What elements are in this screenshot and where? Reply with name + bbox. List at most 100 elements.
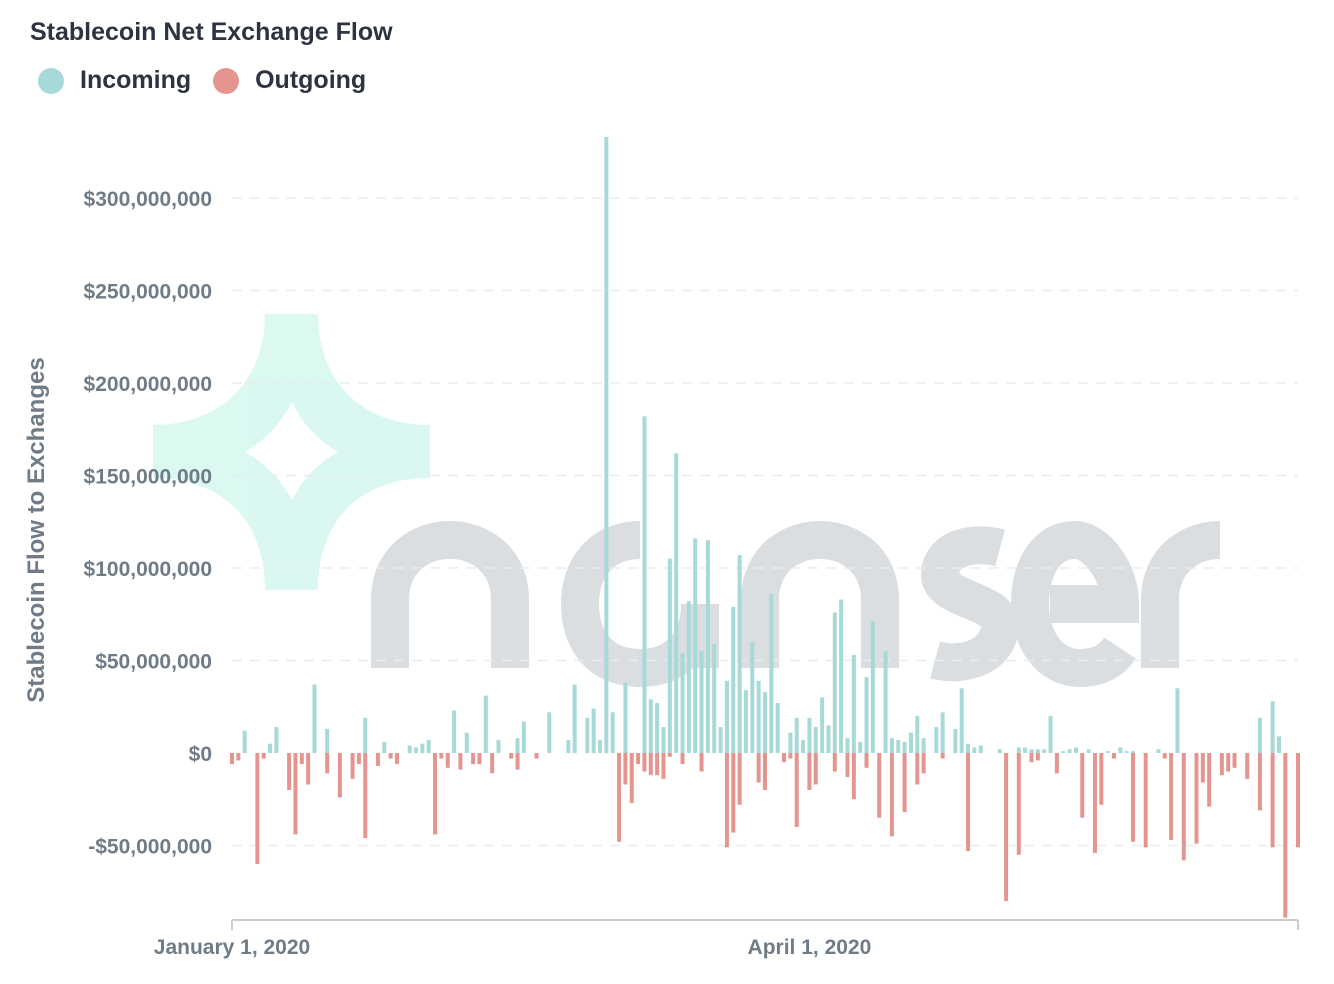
incoming-bar[interactable] — [382, 741, 387, 753]
outgoing-bar[interactable] — [724, 753, 729, 848]
outgoing-bar[interactable] — [230, 753, 234, 765]
outgoing-bar[interactable] — [794, 753, 799, 827]
incoming-bar[interactable] — [521, 721, 526, 753]
incoming-bar[interactable] — [572, 684, 577, 753]
outgoing-bar[interactable] — [337, 753, 342, 798]
outgoing-bar[interactable] — [433, 753, 438, 835]
incoming-bar[interactable] — [1073, 747, 1078, 753]
outgoing-bar[interactable] — [236, 753, 241, 761]
incoming-bar[interactable] — [839, 599, 844, 753]
legend-item-outgoing[interactable]: Outgoing — [213, 66, 366, 95]
incoming-bar[interactable] — [242, 730, 247, 753]
incoming-bar[interactable] — [655, 703, 660, 753]
outgoing-bar[interactable] — [940, 753, 945, 759]
outgoing-bar[interactable] — [617, 753, 622, 842]
incoming-bar[interactable] — [1042, 749, 1047, 753]
outgoing-bar[interactable] — [788, 753, 793, 759]
incoming-bar[interactable] — [908, 732, 913, 753]
incoming-bar[interactable] — [591, 708, 596, 753]
outgoing-bar[interactable] — [534, 753, 539, 759]
outgoing-bar[interactable] — [1035, 753, 1040, 761]
outgoing-bar[interactable] — [1111, 753, 1116, 759]
incoming-bar[interactable] — [623, 682, 628, 753]
incoming-bar[interactable] — [756, 680, 761, 753]
outgoing-bar[interactable] — [375, 753, 380, 766]
incoming-bar[interactable] — [604, 136, 609, 753]
incoming-bar[interactable] — [1029, 749, 1034, 753]
incoming-bar[interactable] — [1035, 749, 1040, 753]
incoming-bar[interactable] — [705, 540, 710, 753]
incoming-bar[interactable] — [274, 727, 279, 753]
outgoing-bar[interactable] — [756, 753, 761, 783]
outgoing-bar[interactable] — [458, 753, 463, 770]
incoming-bar[interactable] — [464, 732, 469, 753]
outgoing-bar[interactable] — [832, 753, 837, 772]
incoming-bar[interactable] — [1270, 701, 1275, 753]
outgoing-bar[interactable] — [293, 753, 298, 835]
incoming-bar[interactable] — [775, 703, 780, 753]
outgoing-bar[interactable] — [782, 753, 787, 763]
incoming-bar[interactable] — [515, 738, 520, 753]
outgoing-bar[interactable] — [921, 753, 926, 774]
outgoing-bar[interactable] — [889, 753, 894, 837]
outgoing-bar[interactable] — [623, 753, 628, 785]
outgoing-bar[interactable] — [1296, 753, 1300, 848]
incoming-bar[interactable] — [724, 680, 729, 753]
incoming-bar[interactable] — [693, 538, 698, 753]
incoming-bar[interactable] — [889, 738, 894, 753]
incoming-bar[interactable] — [832, 612, 837, 753]
outgoing-bar[interactable] — [737, 753, 742, 805]
outgoing-bar[interactable] — [864, 753, 869, 768]
incoming-bar[interactable] — [966, 743, 971, 753]
incoming-bar[interactable] — [1257, 717, 1262, 753]
outgoing-bar[interactable] — [1207, 753, 1212, 807]
incoming-bar[interactable] — [1276, 736, 1281, 753]
outgoing-bar[interactable] — [325, 753, 330, 774]
incoming-bar[interactable] — [1067, 749, 1072, 753]
incoming-bar[interactable] — [997, 749, 1002, 753]
outgoing-bar[interactable] — [731, 753, 736, 833]
outgoing-bar[interactable] — [1181, 753, 1186, 861]
outgoing-bar[interactable] — [629, 753, 634, 803]
outgoing-bar[interactable] — [477, 753, 482, 765]
outgoing-bar[interactable] — [845, 753, 850, 778]
outgoing-bar[interactable] — [471, 753, 476, 765]
outgoing-bar[interactable] — [1283, 753, 1288, 918]
incoming-bar[interactable] — [858, 741, 863, 753]
outgoing-bar[interactable] — [356, 753, 361, 765]
incoming-bar[interactable] — [1131, 751, 1136, 753]
outgoing-bar[interactable] — [807, 753, 812, 790]
outgoing-bar[interactable] — [439, 753, 444, 759]
outgoing-bar[interactable] — [445, 753, 450, 768]
outgoing-bar[interactable] — [851, 753, 856, 800]
incoming-bar[interactable] — [801, 740, 806, 753]
incoming-bar[interactable] — [325, 728, 330, 753]
outgoing-bar[interactable] — [667, 753, 672, 757]
outgoing-bar[interactable] — [763, 753, 767, 790]
outgoing-bar[interactable] — [655, 753, 660, 776]
outgoing-bar[interactable] — [1131, 753, 1136, 842]
incoming-bar[interactable] — [363, 717, 368, 753]
outgoing-bar[interactable] — [661, 753, 666, 779]
incoming-bar[interactable] — [718, 727, 723, 753]
incoming-bar[interactable] — [712, 643, 717, 753]
incoming-bar[interactable] — [870, 621, 875, 753]
incoming-bar[interactable] — [496, 740, 501, 753]
incoming-bar[interactable] — [826, 725, 831, 753]
outgoing-bar[interactable] — [1169, 753, 1174, 840]
outgoing-bar[interactable] — [877, 753, 882, 818]
outgoing-bar[interactable] — [1143, 753, 1148, 848]
incoming-bar[interactable] — [1086, 749, 1091, 753]
outgoing-bar[interactable] — [1092, 753, 1097, 853]
outgoing-bar[interactable] — [966, 753, 971, 852]
outgoing-bar[interactable] — [1257, 753, 1262, 811]
incoming-bar[interactable] — [851, 654, 856, 753]
incoming-bar[interactable] — [642, 416, 647, 753]
outgoing-bar[interactable] — [1054, 753, 1059, 774]
incoming-bar[interactable] — [972, 747, 977, 753]
outgoing-bar[interactable] — [1016, 753, 1021, 855]
incoming-bar[interactable] — [667, 558, 672, 753]
incoming-bar[interactable] — [813, 727, 818, 753]
outgoing-bar[interactable] — [299, 753, 304, 765]
outgoing-bar[interactable] — [1232, 753, 1237, 768]
